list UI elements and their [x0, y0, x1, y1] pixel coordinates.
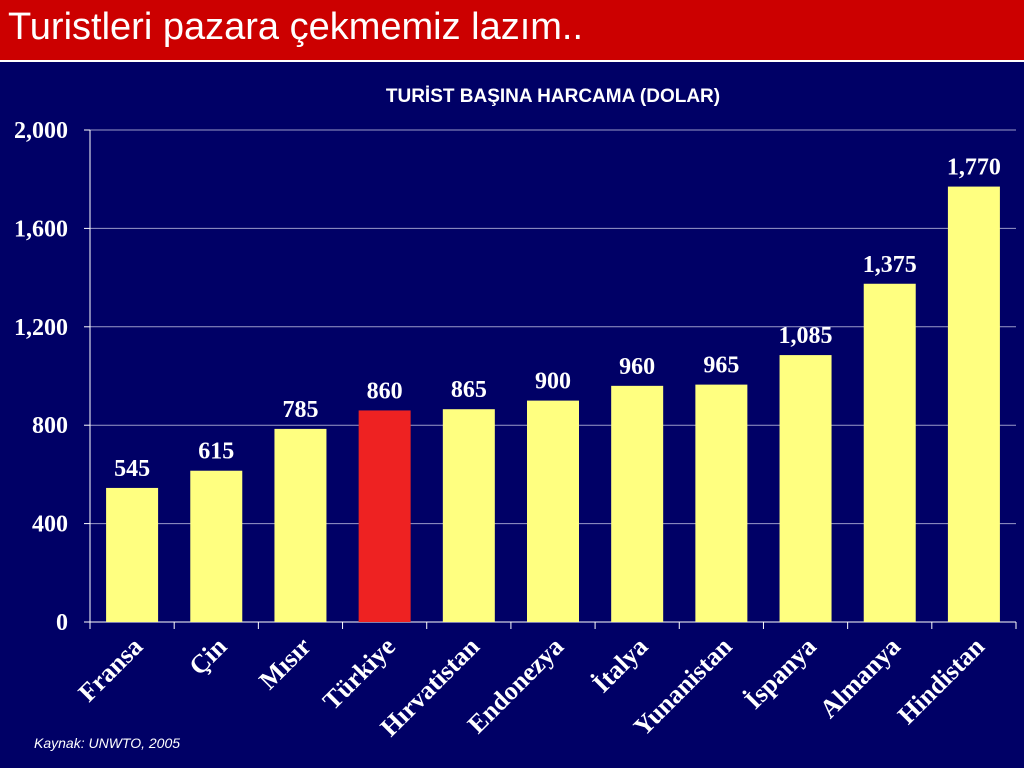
data-label: 1,770 — [947, 155, 1001, 181]
chart-title: TURİST BAŞINA HARCAMA (DOLAR) — [386, 86, 720, 107]
data-label: 545 — [114, 456, 150, 482]
title-bar: Turistleri pazara çekmemiz lazım.. — [0, 0, 1024, 60]
data-label: 965 — [703, 353, 739, 379]
data-label: 865 — [451, 377, 487, 403]
x-tick-label: Fransa — [73, 632, 149, 708]
bar — [611, 385, 664, 622]
title-divider — [0, 60, 1024, 62]
bar — [190, 470, 243, 622]
data-label: 1,085 — [779, 323, 833, 349]
data-label: 615 — [198, 439, 234, 465]
data-label: 900 — [535, 369, 571, 395]
bar — [274, 428, 327, 622]
x-tick-label: Türkiye — [317, 632, 401, 716]
bar — [106, 487, 159, 622]
x-tick-label: Hindistan — [892, 631, 991, 730]
x-tick-label: İspanya — [739, 632, 822, 715]
x-tick-label: Çin — [183, 631, 232, 680]
bar — [947, 186, 1000, 622]
bar — [527, 400, 579, 622]
slide-title: Turistleri pazara çekmemiz lazım.. — [8, 6, 584, 48]
data-label: 860 — [367, 378, 403, 404]
y-tick-label: 400 — [32, 512, 68, 538]
y-tick-label: 2,000 — [14, 118, 68, 144]
y-tick-label: 1,600 — [14, 216, 68, 242]
data-label: 785 — [282, 397, 318, 423]
y-tick-label: 800 — [32, 413, 68, 439]
x-tick-label: Mısır — [253, 632, 316, 695]
bar — [779, 355, 832, 622]
y-tick-label: 1,200 — [14, 315, 68, 341]
bar — [358, 410, 411, 622]
bar — [695, 384, 748, 622]
source-note: Kaynak: UNWTO, 2005 — [34, 735, 181, 751]
data-label: 960 — [619, 354, 655, 380]
bar — [863, 283, 916, 622]
y-tick-label: 0 — [56, 610, 68, 636]
data-label: 1,375 — [863, 252, 917, 278]
bar-chart: TURİST BAŞINA HARCAMA (DOLAR) 0 400 800 1,20… — [14, 86, 1017, 738]
bar — [442, 409, 495, 622]
x-tick-label: İtalya — [587, 632, 653, 698]
